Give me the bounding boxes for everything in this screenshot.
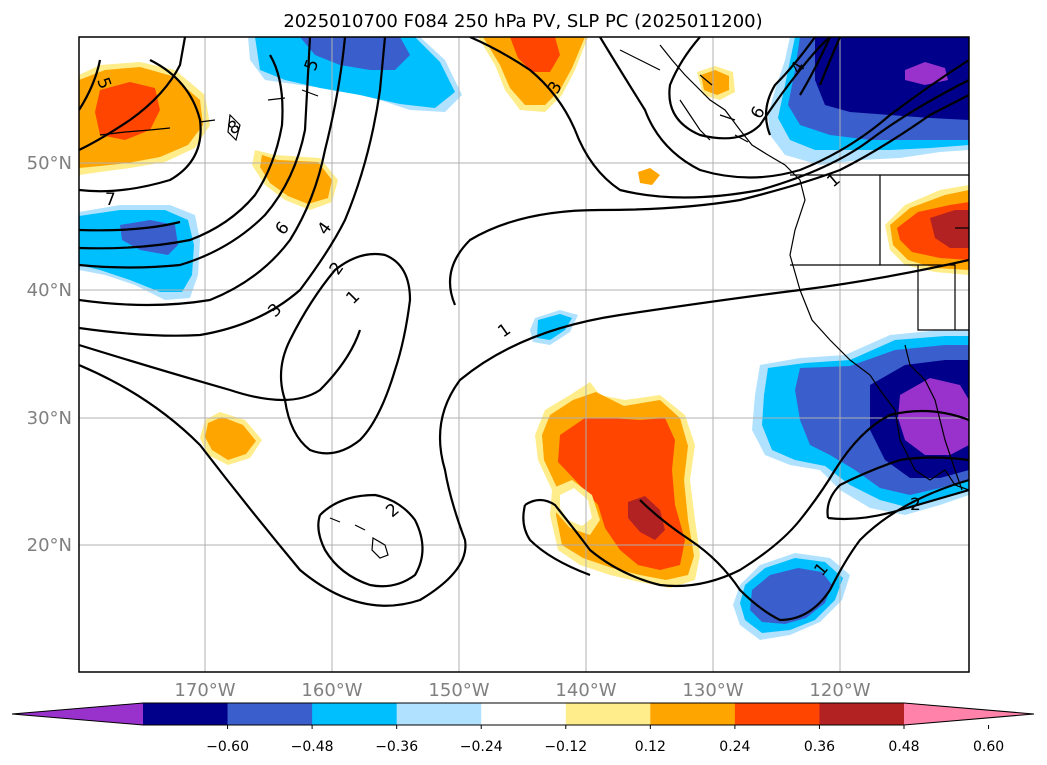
colorbar-extend-high <box>904 703 1034 725</box>
colorbar-segment <box>819 703 905 725</box>
colorbar-segment <box>650 703 736 725</box>
svg-text:2: 2 <box>910 495 921 515</box>
colorbar-tick-label: 0.60 <box>973 739 1004 755</box>
colorbar: −0.60 −0.48 −0.36 −0.24 −0.12 0.12 0.24 0.36 0.4… <box>11 702 1035 755</box>
colorbar-tick-label: 0.48 <box>888 739 919 755</box>
colorbar-tick-label: −0.36 <box>375 739 418 755</box>
svg-text:140°W: 140°W <box>555 680 616 701</box>
colorbar-tick-label: 0.24 <box>719 739 750 755</box>
svg-text:150°W: 150°W <box>428 680 489 701</box>
map-panel: 5 8 7 6 4 3 2 1 3 5 6 4 1 1 2 2 1 <box>78 36 970 673</box>
colorbar-tick-label: 0.36 <box>804 739 835 755</box>
svg-text:160°W: 160°W <box>301 680 362 701</box>
colorbar-extend-low <box>12 703 143 725</box>
colorbar-tick-label: −0.24 <box>460 739 503 755</box>
colorbar-segment <box>312 703 398 725</box>
svg-text:20°N: 20°N <box>27 535 72 556</box>
colorbar-segment <box>481 703 567 725</box>
colorbar-segment <box>734 703 820 725</box>
colorbar-outline <box>11 702 1035 726</box>
figure-title: 2025010700 F084 250 hPa PV, SLP PC (2025… <box>283 11 762 32</box>
longitude-labels: 170°W 160°W 150°W 140°W 130°W 120°W <box>174 680 870 701</box>
latitude-labels: 50°N 40°N 30°N 20°N <box>27 153 72 556</box>
svg-text:40°N: 40°N <box>27 280 72 301</box>
colorbar-segment <box>565 703 651 725</box>
colorbar-tick-label: −0.60 <box>206 739 249 755</box>
colorbar-segment <box>396 703 482 725</box>
svg-text:30°N: 30°N <box>27 408 72 429</box>
svg-text:130°W: 130°W <box>682 680 743 701</box>
map-frame <box>78 36 970 673</box>
coastlines <box>99 44 969 559</box>
svg-text:120°W: 120°W <box>809 680 870 701</box>
colorbar-segment <box>143 703 229 725</box>
svg-text:170°W: 170°W <box>174 680 235 701</box>
svg-text:7: 7 <box>105 190 116 210</box>
svg-text:50°N: 50°N <box>27 153 72 174</box>
colorbar-tick-label: −0.12 <box>544 739 587 755</box>
colorbar-tick-label: 0.12 <box>635 739 666 755</box>
slp-contours <box>79 37 969 622</box>
colorbar-tick-label: −0.48 <box>291 739 334 755</box>
colorbar-segment <box>227 703 313 725</box>
